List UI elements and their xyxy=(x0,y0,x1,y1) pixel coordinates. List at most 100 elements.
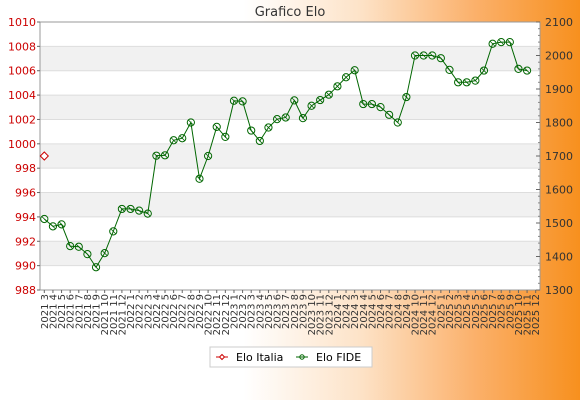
data-point-cross xyxy=(110,228,117,235)
data-point-cross xyxy=(265,124,272,131)
data-point xyxy=(40,214,49,224)
data-point-cross xyxy=(351,67,358,74)
plot-band xyxy=(40,192,540,217)
data-point-cross xyxy=(213,124,220,130)
data-point xyxy=(109,227,118,236)
data-point xyxy=(497,38,506,47)
x-tick-label: 2024 5 xyxy=(367,294,378,329)
legend-label: Elo FIDE xyxy=(316,351,361,364)
x-tick-label: 2021 5 xyxy=(57,294,68,329)
x-tick-label: 2024 10 xyxy=(411,294,422,335)
data-point xyxy=(264,123,273,132)
data-point-cross xyxy=(412,52,418,59)
x-tick-label: 2025 12 xyxy=(531,294,542,335)
left-tick-label: 1004 xyxy=(8,89,36,102)
right-tick-label: 1900 xyxy=(545,83,573,96)
data-point xyxy=(272,115,282,124)
data-point-cross xyxy=(334,83,341,90)
data-point-cross xyxy=(291,97,298,104)
right-tick-label: 1600 xyxy=(545,184,573,197)
x-tick-label: 2025 3 xyxy=(454,294,465,329)
left-tick-label: 1010 xyxy=(8,16,36,29)
x-tick-label: 2025 11 xyxy=(523,294,534,335)
x-tick-label: 2023 6 xyxy=(273,294,284,329)
data-point xyxy=(428,51,437,60)
data-point xyxy=(350,66,359,75)
x-tick-label: 2025 2 xyxy=(445,294,456,329)
x-tick-label: 2023 12 xyxy=(324,294,335,335)
data-point xyxy=(359,99,368,109)
data-point xyxy=(238,97,247,106)
left-tick-label: 1006 xyxy=(8,65,36,78)
data-point-cross xyxy=(438,55,444,61)
data-point-cross xyxy=(162,152,168,159)
x-tick-label: 2025 7 xyxy=(488,294,499,329)
data-point-cross xyxy=(343,74,349,81)
data-point xyxy=(186,118,195,127)
data-point xyxy=(212,122,221,131)
right-tick-label: 2100 xyxy=(545,16,573,29)
data-point-cross xyxy=(429,52,436,59)
data-point-cross xyxy=(127,206,134,212)
legend: Elo Italia Elo FIDE xyxy=(209,346,373,368)
x-tick-label: 2024 3 xyxy=(350,294,361,329)
data-point-cross xyxy=(394,119,401,126)
x-tick-label: 2022 11 xyxy=(212,294,223,335)
data-point xyxy=(471,76,480,85)
data-point-cross xyxy=(179,135,186,142)
x-tick-label: 2025 8 xyxy=(497,294,508,329)
x-tick-label: 2021 8 xyxy=(83,294,94,329)
data-point-cross xyxy=(76,244,82,250)
data-point-cross xyxy=(282,114,289,121)
x-tick-label: 2025 6 xyxy=(479,294,490,329)
data-point xyxy=(91,263,101,272)
left-tick-label: 998 xyxy=(15,162,36,175)
x-tick-label: 2025 9 xyxy=(505,294,516,329)
x-tick-label: 2022 5 xyxy=(161,294,172,329)
legend-box xyxy=(209,346,373,368)
chart-title: Grafico Elo xyxy=(255,5,326,20)
left-tick-label: 1000 xyxy=(8,138,36,151)
legend-label: Elo Italia xyxy=(236,351,283,364)
data-point xyxy=(117,204,126,214)
data-point xyxy=(66,242,75,251)
x-tick-label: 2022 4 xyxy=(152,294,163,329)
data-point-cross xyxy=(403,94,410,100)
right-tick-label: 1500 xyxy=(545,217,573,230)
x-tick-label: 2021 10 xyxy=(100,294,111,335)
legend-item: Elo FIDE xyxy=(296,351,361,364)
data-point xyxy=(514,64,523,74)
x-tick-label: 2023 10 xyxy=(307,294,318,335)
data-point xyxy=(290,96,299,105)
x-tick-label: 2022 8 xyxy=(186,294,197,329)
data-point xyxy=(39,151,50,161)
x-tick-label: 2023 4 xyxy=(255,294,266,329)
data-point-cross xyxy=(196,175,203,182)
x-tick-label: 2023 5 xyxy=(264,294,275,329)
x-tick-label: 2021 4 xyxy=(48,294,59,329)
data-point-cross xyxy=(274,116,280,122)
data-point-cross xyxy=(58,221,65,228)
data-point xyxy=(178,134,187,143)
x-tick-label: 2022 6 xyxy=(169,294,180,329)
x-tick-label: 2021 3 xyxy=(40,294,51,329)
data-point xyxy=(410,51,420,60)
data-point-cross xyxy=(308,102,315,109)
data-point xyxy=(135,206,144,215)
data-point xyxy=(126,204,135,214)
data-point xyxy=(83,250,92,259)
data-point-cross xyxy=(463,79,470,86)
x-tick-label: 2024 6 xyxy=(376,294,387,329)
x-tick-label: 2024 9 xyxy=(402,294,413,329)
data-point-cross xyxy=(222,134,229,140)
data-point-cross xyxy=(326,91,332,98)
data-point xyxy=(488,39,497,48)
x-tick-label: 2022 7 xyxy=(178,294,189,329)
right-tick-label: 1300 xyxy=(545,284,573,297)
plot-band xyxy=(40,95,540,120)
data-point-cross xyxy=(257,138,263,144)
data-point-cross xyxy=(300,115,306,121)
data-point-cross xyxy=(239,98,246,105)
data-point xyxy=(48,222,58,231)
